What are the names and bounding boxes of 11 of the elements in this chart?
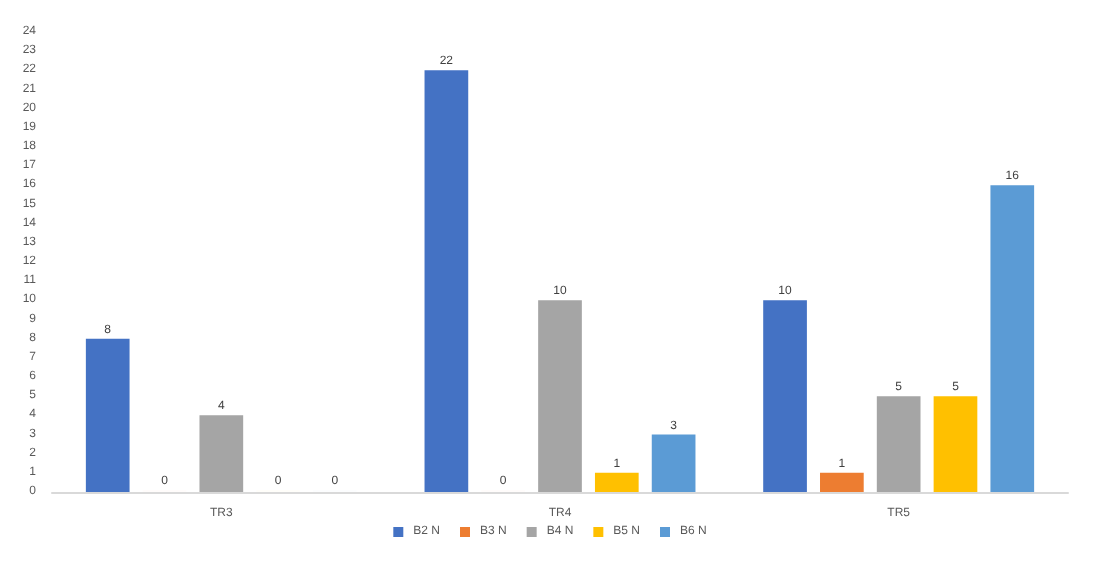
bar <box>594 472 639 492</box>
bar <box>424 70 469 492</box>
bar <box>933 396 978 492</box>
bar <box>990 185 1035 492</box>
bar <box>538 300 582 492</box>
bar <box>199 415 244 492</box>
bar <box>651 434 696 492</box>
bar <box>876 396 921 492</box>
bar <box>763 300 807 492</box>
bar <box>85 338 130 492</box>
bar <box>820 472 864 492</box>
